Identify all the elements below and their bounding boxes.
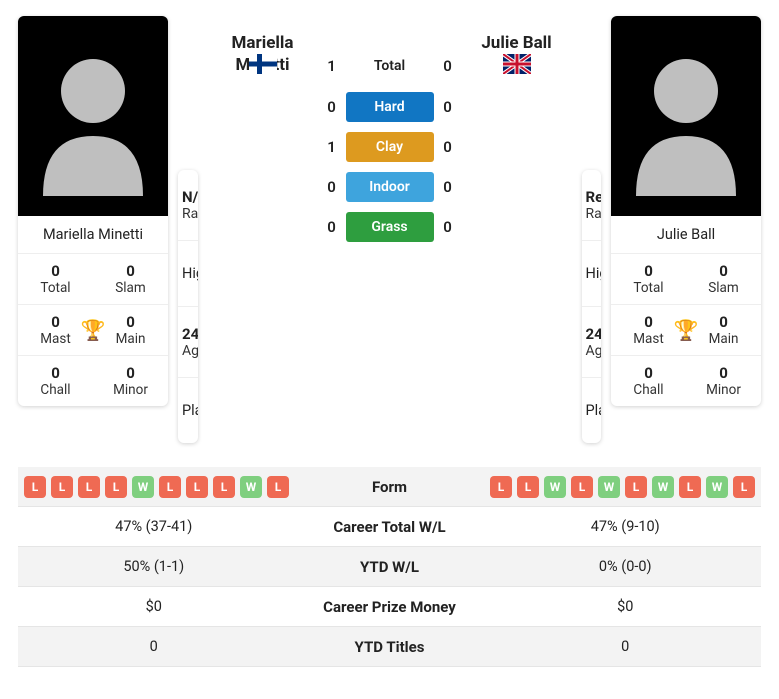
form-pill[interactable]: L	[213, 476, 235, 498]
form-pill[interactable]: L	[267, 476, 289, 498]
avatar-silhouette-icon	[626, 36, 746, 196]
p1-prize: $0	[18, 598, 290, 615]
p2-ytd-titles: 0	[490, 638, 762, 655]
player2-form: LLWLWLWLWL	[484, 476, 761, 498]
form-pill[interactable]: L	[186, 476, 208, 498]
p1-ytd-wl: 50% (1-1)	[18, 558, 290, 575]
player2-photo[interactable]	[611, 16, 761, 216]
p2-career-wl: 47% (9-10)	[490, 518, 762, 535]
form-pill[interactable]: W	[652, 476, 674, 498]
surface-total-label: Total	[346, 58, 434, 74]
surface-grass-pill[interactable]: Grass	[346, 212, 434, 242]
form-pill[interactable]: L	[159, 476, 181, 498]
trophy-icon: 🏆	[81, 318, 106, 342]
player2-card: Julie Ball 🏆 0Total 0Slam 0Mast 0Main 0C…	[611, 16, 761, 406]
player1-high: High	[178, 241, 198, 307]
player1-plays: Plays	[178, 378, 198, 443]
p1-career-wl: 47% (37-41)	[18, 518, 290, 535]
finland-flag-icon	[249, 54, 277, 74]
player2-stats-card: Ret.Rank High 24Age Plays	[582, 170, 602, 443]
form-pill[interactable]: L	[24, 476, 46, 498]
p2-ytd-wl: 0% (0-0)	[490, 558, 762, 575]
form-pill[interactable]: L	[51, 476, 73, 498]
form-pill[interactable]: L	[733, 476, 755, 498]
form-pill[interactable]: L	[679, 476, 701, 498]
player1-form: LLLLWLLLWL	[18, 476, 295, 498]
avatar-silhouette-icon	[33, 36, 153, 196]
p1-ytd-titles: 0	[18, 638, 290, 655]
form-pill[interactable]: L	[625, 476, 647, 498]
player1-titles-grid: 🏆 0Total 0Slam 0Mast 0Main 0Chall 0Minor	[18, 253, 168, 406]
h2h-panel: Mariella Minetti Julie Ball 1 Total 0 0	[208, 16, 572, 252]
player2-high: High	[582, 241, 602, 307]
uk-flag-icon	[503, 54, 531, 74]
p2-prize: $0	[490, 598, 762, 615]
form-pill[interactable]: L	[571, 476, 593, 498]
form-pill[interactable]: L	[105, 476, 127, 498]
player1-card: Mariella Minetti 🏆 0Total 0Slam 0Mast 0M…	[18, 16, 168, 406]
form-pill[interactable]: W	[240, 476, 262, 498]
comparison-table: LLLLWLLLWL Form LLWLWLWLWL 47% (37-41) C…	[18, 467, 761, 667]
surface-indoor-pill[interactable]: Indoor	[346, 172, 434, 202]
player1-stats-card: N/ARank High 24Age Plays	[178, 170, 198, 443]
form-pill[interactable]: W	[706, 476, 728, 498]
surface-clay-pill[interactable]: Clay	[346, 132, 434, 162]
form-pill[interactable]: W	[544, 476, 566, 498]
form-label: Form	[295, 478, 484, 496]
player1-name[interactable]: Mariella Minetti	[18, 216, 168, 253]
player1-photo[interactable]	[18, 16, 168, 216]
trophy-icon: 🏆	[674, 318, 699, 342]
form-pill[interactable]: L	[517, 476, 539, 498]
player2-titles-grid: 🏆 0Total 0Slam 0Mast 0Main 0Chall 0Minor	[611, 253, 761, 406]
surface-hard-pill[interactable]: Hard	[346, 92, 434, 122]
form-pill[interactable]: L	[490, 476, 512, 498]
form-pill[interactable]: W	[132, 476, 154, 498]
form-pill[interactable]: L	[78, 476, 100, 498]
player2-name[interactable]: Julie Ball	[611, 216, 761, 253]
player2-plays: Plays	[582, 378, 602, 443]
form-pill[interactable]: W	[598, 476, 620, 498]
